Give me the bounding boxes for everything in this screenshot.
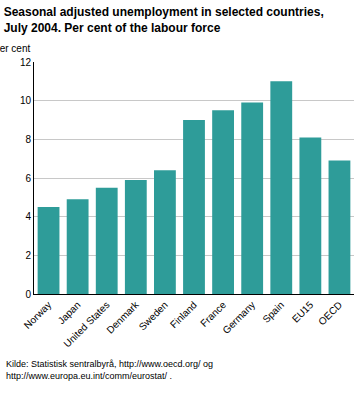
svg-text:France: France [198, 299, 228, 329]
svg-text:2: 2 [25, 250, 31, 261]
svg-text:Spain: Spain [260, 299, 286, 325]
svg-text:United States: United States [61, 299, 111, 349]
svg-text:4: 4 [25, 211, 31, 222]
svg-text:Japan: Japan [56, 299, 83, 326]
svg-text:Kilde: Statistisk sentralbyrå,: Kilde: Statistisk sentralbyrå, http://ww… [6, 359, 213, 381]
svg-text:Denmark: Denmark [104, 298, 141, 335]
svg-text:6: 6 [25, 173, 31, 184]
svg-text:Per cent: Per cent [0, 43, 30, 54]
svg-text:Norway: Norway [22, 299, 54, 331]
svg-text:OECD: OECD [316, 299, 344, 327]
svg-text:8: 8 [25, 134, 31, 145]
svg-text:Seasonal adjusted unemployment: Seasonal adjusted unemployment in select… [4, 5, 324, 35]
svg-text:EU15: EU15 [290, 299, 316, 325]
svg-text:12: 12 [20, 57, 32, 68]
svg-text:Germany: Germany [220, 299, 257, 336]
svg-text:0: 0 [25, 289, 31, 300]
svg-text:Sweden: Sweden [137, 299, 170, 332]
svg-text:10: 10 [20, 95, 32, 106]
svg-text:Finland: Finland [168, 299, 199, 330]
